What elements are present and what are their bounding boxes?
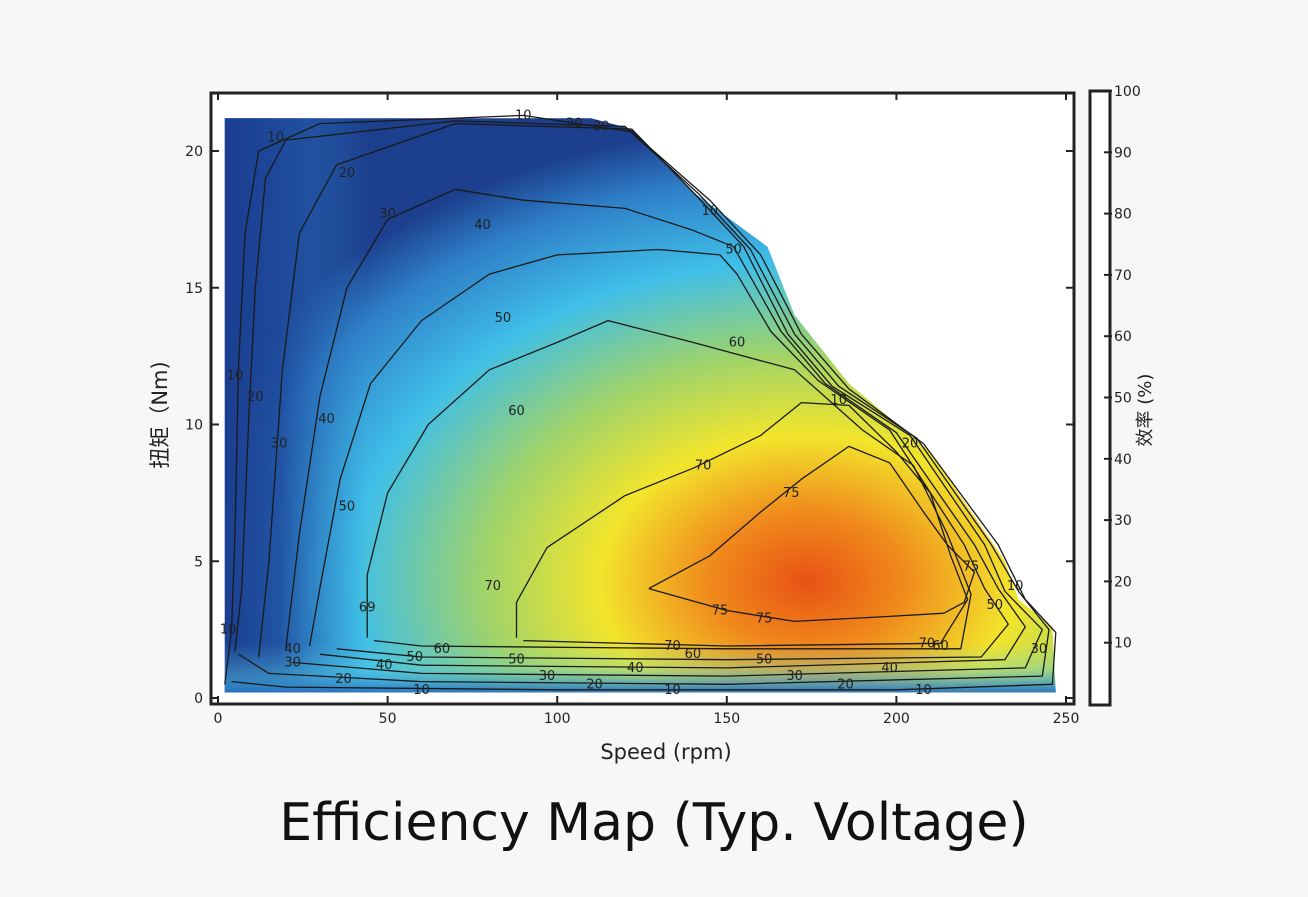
- contour-label: 70: [664, 639, 681, 654]
- contour-line-10: [224, 114, 1057, 691]
- contour-label: 75: [783, 486, 800, 501]
- colorbar-tick-label: 10: [1114, 636, 1132, 652]
- contour-label: 60: [729, 335, 746, 350]
- chart-caption: Efficiency Map (Typ. Voltage): [279, 793, 1029, 853]
- contour-label: 20: [586, 677, 603, 692]
- y-tick-label: 10: [185, 418, 203, 434]
- x-tick-label: 200: [883, 711, 910, 727]
- contour-line-70: [515, 401, 969, 647]
- y-tick-label: 5: [194, 554, 203, 570]
- contour-label: 50: [495, 311, 512, 326]
- y-tick-label: 20: [185, 144, 203, 160]
- colorbar-ticks: 10 20 30 40 50 60 70 80 90 100: [1104, 84, 1141, 652]
- colorbar-tick-label: 60: [1114, 329, 1132, 345]
- contour-label: 20: [339, 166, 356, 181]
- contour-label: 20: [335, 672, 352, 687]
- contour-label: 60: [685, 647, 702, 662]
- contour-label: 50: [725, 243, 742, 258]
- contour-label: 10: [915, 683, 932, 698]
- contour-label: 10: [413, 683, 430, 698]
- y-tick-label: 0: [194, 691, 203, 707]
- x-axis-ticks: 0 50 100 150 200 250: [214, 93, 1080, 727]
- contour-label: 70: [695, 459, 712, 474]
- contour-label: 10: [267, 130, 284, 145]
- contour-label: 60: [434, 642, 451, 657]
- contour-label: 40: [318, 412, 335, 427]
- contour-label: 50: [406, 650, 423, 665]
- contour-label: 40: [627, 661, 644, 676]
- contour-label: 20: [566, 117, 583, 132]
- contour-label: 40: [474, 218, 491, 233]
- contour-lines: [224, 114, 1057, 691]
- contour-label: 10: [664, 683, 681, 698]
- contour-label: 50: [987, 598, 1004, 613]
- colorbar-tick-label: 70: [1114, 268, 1132, 284]
- contour-label: 40: [881, 661, 898, 676]
- colorbar-tick-label: 30: [1114, 513, 1132, 529]
- contour-label: 50: [339, 500, 356, 515]
- colorbar-tick-label: 50: [1114, 391, 1132, 407]
- x-tick-label: 250: [1053, 711, 1080, 727]
- contour-label: 75: [963, 560, 980, 575]
- contour-label: 75: [756, 612, 773, 627]
- colorbar-tick-label: 90: [1114, 145, 1132, 161]
- x-tick-label: 100: [544, 711, 571, 727]
- contour-label: 60: [932, 639, 949, 654]
- x-tick-label: 150: [713, 711, 740, 727]
- colorbar-tick-label: 80: [1114, 207, 1132, 223]
- contour-label: 30: [786, 669, 803, 684]
- contour-label: 40: [284, 642, 301, 657]
- colorbar: 10 20 30 40 50 60 70 80 90 100: [1088, 84, 1141, 707]
- x-tick-label: 50: [379, 711, 397, 727]
- contour-label: 75: [712, 604, 729, 619]
- contour-label: 30: [271, 437, 288, 452]
- contour-label: 70: [919, 636, 936, 651]
- contour-label: 10: [227, 368, 244, 383]
- colorbar-tick-label: 40: [1114, 452, 1132, 468]
- contour-label: 40: [376, 658, 393, 673]
- contour-label: 10: [220, 623, 237, 638]
- colorbar-tick-label: 100: [1114, 84, 1141, 100]
- contour-label: 30: [284, 655, 301, 670]
- contour-line-50: [308, 248, 1009, 661]
- x-axis-label: Speed (rpm): [600, 740, 731, 764]
- contour-line-40: [285, 188, 1026, 669]
- contour-label: 30: [593, 119, 610, 134]
- y-tick-label: 15: [185, 281, 203, 297]
- contour-label: 10: [515, 108, 532, 123]
- contour-label: 60: [508, 404, 525, 419]
- contour-line-75: [648, 445, 976, 623]
- contour-label: 10: [702, 204, 719, 219]
- contour-label: 50: [756, 653, 773, 668]
- contour-label: 10: [1007, 579, 1024, 594]
- x-tick-label: 0: [214, 711, 223, 727]
- contour-label: 20: [247, 390, 264, 405]
- contour-label: 20: [902, 437, 919, 452]
- contour-line-60: [366, 319, 972, 650]
- contour-label: 69: [359, 601, 376, 616]
- contour-label: 30: [1031, 642, 1048, 657]
- contour-label: 50: [508, 653, 525, 668]
- y-axis-ticks: 0 5 10 15 20: [185, 144, 1074, 707]
- contour-label: 30: [539, 669, 556, 684]
- contour-label: 30: [379, 207, 396, 222]
- plot-frame: [209, 91, 1076, 706]
- contour-label: 20: [837, 677, 854, 692]
- contour-line-20: [234, 120, 1050, 685]
- colorbar-label: 效率 (%): [1135, 374, 1156, 447]
- y-axis-label: 扭矩（Nm): [148, 361, 172, 468]
- colorbar-tick-label: 20: [1114, 574, 1132, 590]
- contour-label: 70: [485, 579, 502, 594]
- contour-line-30: [258, 122, 1043, 677]
- contour-label: 10: [830, 393, 847, 408]
